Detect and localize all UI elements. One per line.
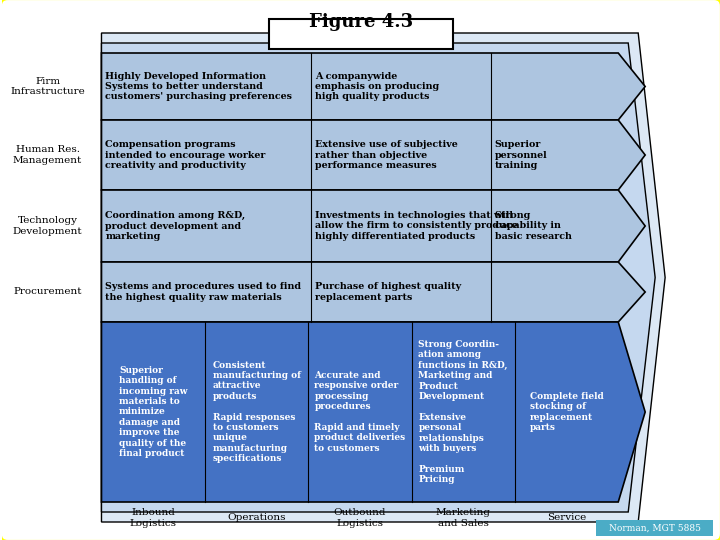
Text: Marketing
and Sales: Marketing and Sales <box>436 508 491 528</box>
FancyBboxPatch shape <box>269 19 453 49</box>
Polygon shape <box>102 120 645 190</box>
Text: Highly Developed Information
Systems to better understand
customers' purchasing : Highly Developed Information Systems to … <box>105 72 292 102</box>
Text: A companywide
emphasis on producing
high quality products: A companywide emphasis on producing high… <box>315 72 439 102</box>
Text: Superior
personnel
training: Superior personnel training <box>495 140 547 170</box>
Text: Human Res.
Management: Human Res. Management <box>13 145 82 165</box>
Text: Accurate and
responsive order
processing
procedures

Rapid and timely
product de: Accurate and responsive order processing… <box>315 371 405 453</box>
Polygon shape <box>102 262 645 322</box>
Text: Systems and procedures used to find
the highest quality raw materials: Systems and procedures used to find the … <box>105 282 302 302</box>
Text: Strong
capability in
basic research: Strong capability in basic research <box>495 211 572 241</box>
Polygon shape <box>102 43 655 512</box>
Text: Firm
Infrastructure: Firm Infrastructure <box>10 77 85 96</box>
Text: Norman, MGT 5885: Norman, MGT 5885 <box>608 523 701 532</box>
Text: Figure 4.3: Figure 4.3 <box>309 13 413 31</box>
Polygon shape <box>102 322 645 502</box>
Text: Superior
handling of
incoming raw
materials to
minimize
damage and
improve the
q: Superior handling of incoming raw materi… <box>119 366 187 458</box>
FancyBboxPatch shape <box>596 520 713 536</box>
Text: Inbound
Logistics: Inbound Logistics <box>130 508 176 528</box>
Polygon shape <box>102 33 665 522</box>
Text: Technology
Development: Technology Development <box>13 217 82 235</box>
Text: Compensation programs
intended to encourage worker
creativity and productivity: Compensation programs intended to encour… <box>105 140 266 170</box>
Polygon shape <box>102 190 645 262</box>
Text: Strong Coordin-
ation among
functions in R&D,
Marketing and
Product
Development
: Strong Coordin- ation among functions in… <box>418 340 508 484</box>
Text: Service: Service <box>547 514 586 523</box>
Text: Procurement: Procurement <box>14 287 82 296</box>
Text: Outbound
Logistics: Outbound Logistics <box>333 508 386 528</box>
Polygon shape <box>102 53 645 120</box>
Text: Purchase of highest quality
replacement parts: Purchase of highest quality replacement … <box>315 282 461 302</box>
Text: Complete field
stocking of
replacement
parts: Complete field stocking of replacement p… <box>530 392 603 432</box>
Text: Extensive use of subjective
rather than objective
performance measures: Extensive use of subjective rather than … <box>315 140 458 170</box>
Text: Operations: Operations <box>228 514 286 523</box>
Text: Consistent
manufacturing of
attractive
products

Rapid responses
to customers
un: Consistent manufacturing of attractive p… <box>212 361 300 463</box>
Text: Coordination among R&D,
product development and
marketing: Coordination among R&D, product developm… <box>105 211 246 241</box>
Text: Investments in technologies that will
allow the firm to consistently produce
hig: Investments in technologies that will al… <box>315 211 518 241</box>
